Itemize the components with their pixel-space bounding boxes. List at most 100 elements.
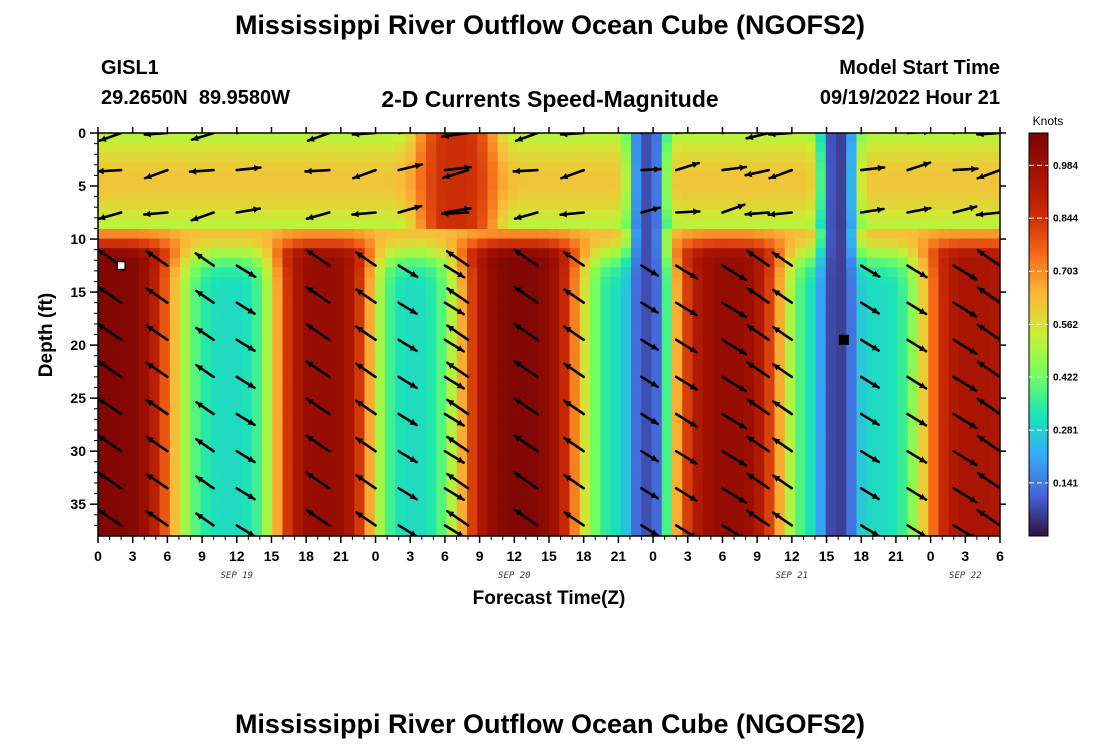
heat-cell — [251, 324, 263, 336]
heat-cell — [815, 507, 827, 518]
heat-cell — [764, 133, 776, 144]
heat-cell — [241, 133, 253, 144]
heat-cell — [959, 257, 970, 268]
heat-cell — [118, 133, 130, 144]
heat-cell — [364, 382, 376, 393]
heat-cell — [877, 171, 888, 182]
heat-cell — [405, 133, 417, 144]
heat-cell — [579, 420, 591, 432]
heat-cell — [815, 344, 827, 355]
heat-cell — [815, 382, 827, 393]
heat-cell — [733, 142, 745, 153]
heat-cell — [682, 276, 694, 288]
heat-cell — [784, 257, 796, 268]
heat-cell — [733, 497, 745, 508]
heat-cell — [251, 440, 263, 451]
heat-cell — [928, 392, 940, 403]
heat-cell — [661, 152, 673, 163]
heat-cell — [221, 209, 232, 220]
heat-cell — [272, 372, 284, 384]
heat-cell — [692, 468, 704, 480]
heat-cell — [846, 344, 858, 355]
heat-cell — [979, 507, 991, 518]
heat-cell — [743, 152, 755, 163]
heat-cell — [877, 507, 888, 518]
heat-cell — [569, 344, 581, 355]
heat-cell — [723, 459, 735, 470]
heat-cell — [610, 286, 622, 297]
heat-cell — [374, 305, 386, 316]
heat-cell — [374, 276, 386, 288]
heat-cell — [436, 420, 448, 432]
current-vector-head — [146, 362, 154, 370]
heat-cell — [323, 171, 335, 182]
heat-cell — [825, 133, 837, 144]
heat-cell — [743, 353, 755, 364]
heat-cell — [323, 161, 335, 172]
heat-cell — [374, 382, 386, 393]
heat-cell — [877, 190, 888, 201]
heat-cell — [354, 267, 366, 278]
heat-cell — [610, 209, 622, 220]
heat-cell — [395, 430, 407, 441]
heat-cell — [631, 334, 642, 345]
current-vector-head — [146, 288, 154, 295]
heat-cell — [825, 468, 837, 480]
heat-cell — [241, 507, 253, 518]
heat-cell — [354, 133, 366, 144]
heat-cell — [856, 353, 868, 364]
heat-cell — [672, 142, 683, 153]
heat-cell — [600, 142, 612, 153]
heat-cell — [774, 238, 786, 249]
heat-cell — [200, 238, 212, 249]
heat-cell — [313, 430, 325, 441]
heat-cell — [620, 161, 632, 172]
heat-cell — [446, 200, 458, 211]
current-vector-head — [447, 251, 455, 258]
heat-cell — [866, 497, 878, 508]
heat-cell — [579, 209, 591, 220]
heat-cell — [333, 190, 345, 201]
heat-cell — [774, 497, 786, 508]
heat-cell — [477, 526, 489, 536]
heat-cell — [282, 372, 294, 384]
heat-cell — [610, 267, 622, 278]
current-vector-head — [356, 326, 364, 333]
heat-cell — [538, 526, 550, 536]
heat-cell — [241, 171, 253, 182]
heat-cell — [733, 219, 745, 230]
heat-cell — [979, 411, 991, 422]
heat-cell — [251, 449, 263, 460]
heat-cell — [231, 497, 243, 508]
heat-cell — [251, 478, 263, 489]
heat-cell — [221, 171, 232, 182]
heat-cell — [866, 440, 878, 451]
heat-cell — [979, 305, 991, 316]
heat-cell — [272, 497, 284, 508]
heat-cell — [395, 276, 407, 288]
heat-cell — [262, 209, 273, 220]
heat-cell — [415, 180, 427, 192]
heat-cell — [661, 257, 673, 268]
heat-cell — [856, 420, 868, 432]
heat-cell — [836, 372, 847, 384]
heat-cell — [702, 238, 714, 249]
heat-cell — [251, 238, 263, 249]
heat-cell — [303, 190, 314, 201]
white-marker — [116, 260, 126, 271]
heat-cell — [323, 468, 335, 480]
heat-cell — [723, 133, 735, 144]
heat-cell — [477, 228, 489, 240]
heat-cell — [692, 133, 704, 144]
heat-cell — [139, 219, 150, 230]
heat-cell — [682, 219, 694, 230]
heat-cell — [169, 430, 181, 441]
heat-cell — [169, 296, 181, 307]
heat-cell — [456, 276, 468, 288]
heat-cell — [385, 190, 396, 201]
heat-cell — [210, 180, 222, 192]
heat-cell — [795, 142, 806, 153]
heat-cell — [118, 401, 130, 412]
heat-cell — [210, 344, 222, 355]
heat-cell — [877, 401, 888, 412]
